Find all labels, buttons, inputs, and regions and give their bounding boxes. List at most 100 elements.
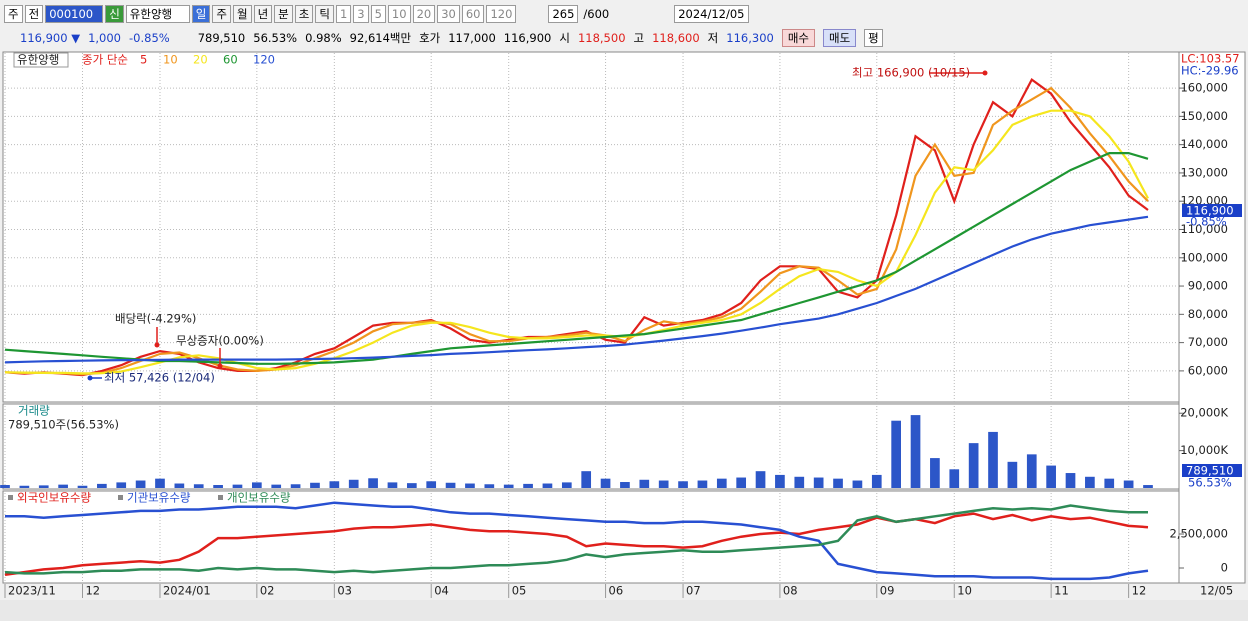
series-line xyxy=(4,215,1149,364)
low: 116,300 xyxy=(726,31,774,45)
buy-button[interactable]: 매수 xyxy=(781,29,815,47)
prev[interactable]: 전 xyxy=(24,5,44,23)
volume-bar xyxy=(58,484,68,488)
volume-bar xyxy=(736,477,747,488)
volume-bar xyxy=(271,484,282,488)
price-panel xyxy=(2,51,1180,403)
tab[interactable]: 20 xyxy=(412,5,436,23)
volume-bar xyxy=(310,482,320,488)
count-max: /600 xyxy=(583,7,610,21)
series-line xyxy=(4,512,1149,577)
volume-bar xyxy=(97,483,107,488)
label: 고 xyxy=(633,31,645,45)
volume-bar xyxy=(930,458,940,488)
date-input[interactable]: 2024/12/05 xyxy=(674,5,749,23)
volume-bar xyxy=(426,481,437,488)
legend-entry: 120 xyxy=(253,53,275,67)
volume-title: 거래량 xyxy=(18,404,50,418)
chart: 2023/11 12 2024/01 02 03 04 05 06 07 08 09 10 11 12 12… xyxy=(0,50,1248,621)
tab[interactable]: 1 xyxy=(335,5,352,23)
stock-name: 유한양행 xyxy=(17,53,59,67)
tab[interactable]: 60 xyxy=(461,5,485,23)
legend-swatch xyxy=(218,495,223,500)
toolbar: 주 전 000100 신 유한양행 일 주 월 년 분 초 틱 1 3 5 10… xyxy=(0,3,749,25)
legend-prefix: 종가 단순 xyxy=(82,53,128,67)
volume-bar xyxy=(697,480,708,488)
lc-label: LC:103.57 xyxy=(1181,52,1240,66)
scrollbar[interactable] xyxy=(0,600,1248,621)
y-tick-label: 100,000 xyxy=(1180,250,1228,264)
last-volume-box xyxy=(1182,464,1242,477)
y-tick-label: 80,000 xyxy=(1188,307,1228,321)
tab[interactable]: 초 xyxy=(294,5,314,23)
tab[interactable]: 년 xyxy=(253,5,273,23)
x-tick-label: 08 xyxy=(783,584,798,598)
volume-bar xyxy=(77,485,88,488)
tab[interactable]: 5 xyxy=(370,5,386,23)
volume-subtitle: 789,510주(56.53%) xyxy=(8,418,119,432)
volume-bar xyxy=(232,484,243,488)
tab[interactable]: 틱 xyxy=(315,5,334,23)
annotation: 무상증자(0.00%) xyxy=(176,334,264,348)
volume-bar xyxy=(716,478,727,488)
volume-bar xyxy=(1123,480,1134,488)
volume-bar xyxy=(503,484,514,488)
tab[interactable]: 분 xyxy=(274,5,293,23)
volume-bar xyxy=(38,485,49,488)
tab[interactable]: 월 xyxy=(232,5,252,23)
volume-bar xyxy=(329,481,340,488)
arrow-head xyxy=(87,375,93,381)
period-select[interactable]: 주 xyxy=(4,5,23,23)
tab[interactable]: 3 xyxy=(353,5,369,23)
volume-bar xyxy=(658,480,669,488)
change: 1,000 xyxy=(88,31,121,45)
avg-button[interactable]: 평 xyxy=(864,29,883,47)
legend-entry: 60 xyxy=(223,53,238,67)
volume-bar xyxy=(465,483,475,488)
count-input[interactable]: 265 xyxy=(548,5,579,23)
y-tick-label: 150,000 xyxy=(1180,109,1228,123)
volume-bar xyxy=(794,476,805,488)
arrow-head xyxy=(982,70,988,76)
volume-bar xyxy=(348,479,359,488)
high: 118,600 xyxy=(652,31,700,45)
tab[interactable]: 일 xyxy=(191,5,211,23)
tab[interactable]: 120 xyxy=(486,5,517,23)
volume-bar xyxy=(484,484,495,488)
volume-bar xyxy=(0,485,10,488)
x-tick-label: 2023/11 xyxy=(8,584,56,598)
volume-bar xyxy=(193,484,204,488)
x-tick-label: 12 xyxy=(85,584,100,598)
volume-bar xyxy=(871,474,882,488)
volume-bar xyxy=(252,482,262,488)
tab[interactable]: 주 xyxy=(212,5,231,23)
holdings-panel xyxy=(2,490,1180,584)
bid: 116,900 xyxy=(503,31,552,45)
legend-swatch xyxy=(8,495,13,500)
volume-bar xyxy=(639,479,650,488)
legend-entry: 외국인보유수량 xyxy=(17,491,91,505)
volume-bar xyxy=(1085,476,1095,488)
tab[interactable]: 30 xyxy=(437,5,460,23)
stock-name[interactable]: 유한양행 xyxy=(125,5,190,23)
y-tick-label: 160,000 xyxy=(1180,81,1228,95)
legend-swatch xyxy=(118,495,123,500)
turnover: 0.98% xyxy=(305,31,342,45)
volume-bar xyxy=(910,415,921,488)
y-tick-label: 0 xyxy=(1221,560,1228,574)
volume-bar xyxy=(290,484,301,488)
volume-bar xyxy=(523,483,533,488)
volume-bar xyxy=(891,420,901,488)
volume-bar xyxy=(852,480,863,488)
arrow-head xyxy=(217,363,223,369)
volume: 789,510 xyxy=(197,31,246,45)
sell-button[interactable]: 매도 xyxy=(823,29,857,47)
volume-bar xyxy=(387,482,398,488)
price: 116,900 ▼ xyxy=(20,31,81,45)
volume-bar xyxy=(155,478,165,488)
volume-bar xyxy=(813,477,824,488)
tab[interactable]: 10 xyxy=(387,5,411,23)
legend-entry: 개인보유수량 xyxy=(227,491,291,505)
code-input[interactable]: 000100 xyxy=(45,5,104,23)
